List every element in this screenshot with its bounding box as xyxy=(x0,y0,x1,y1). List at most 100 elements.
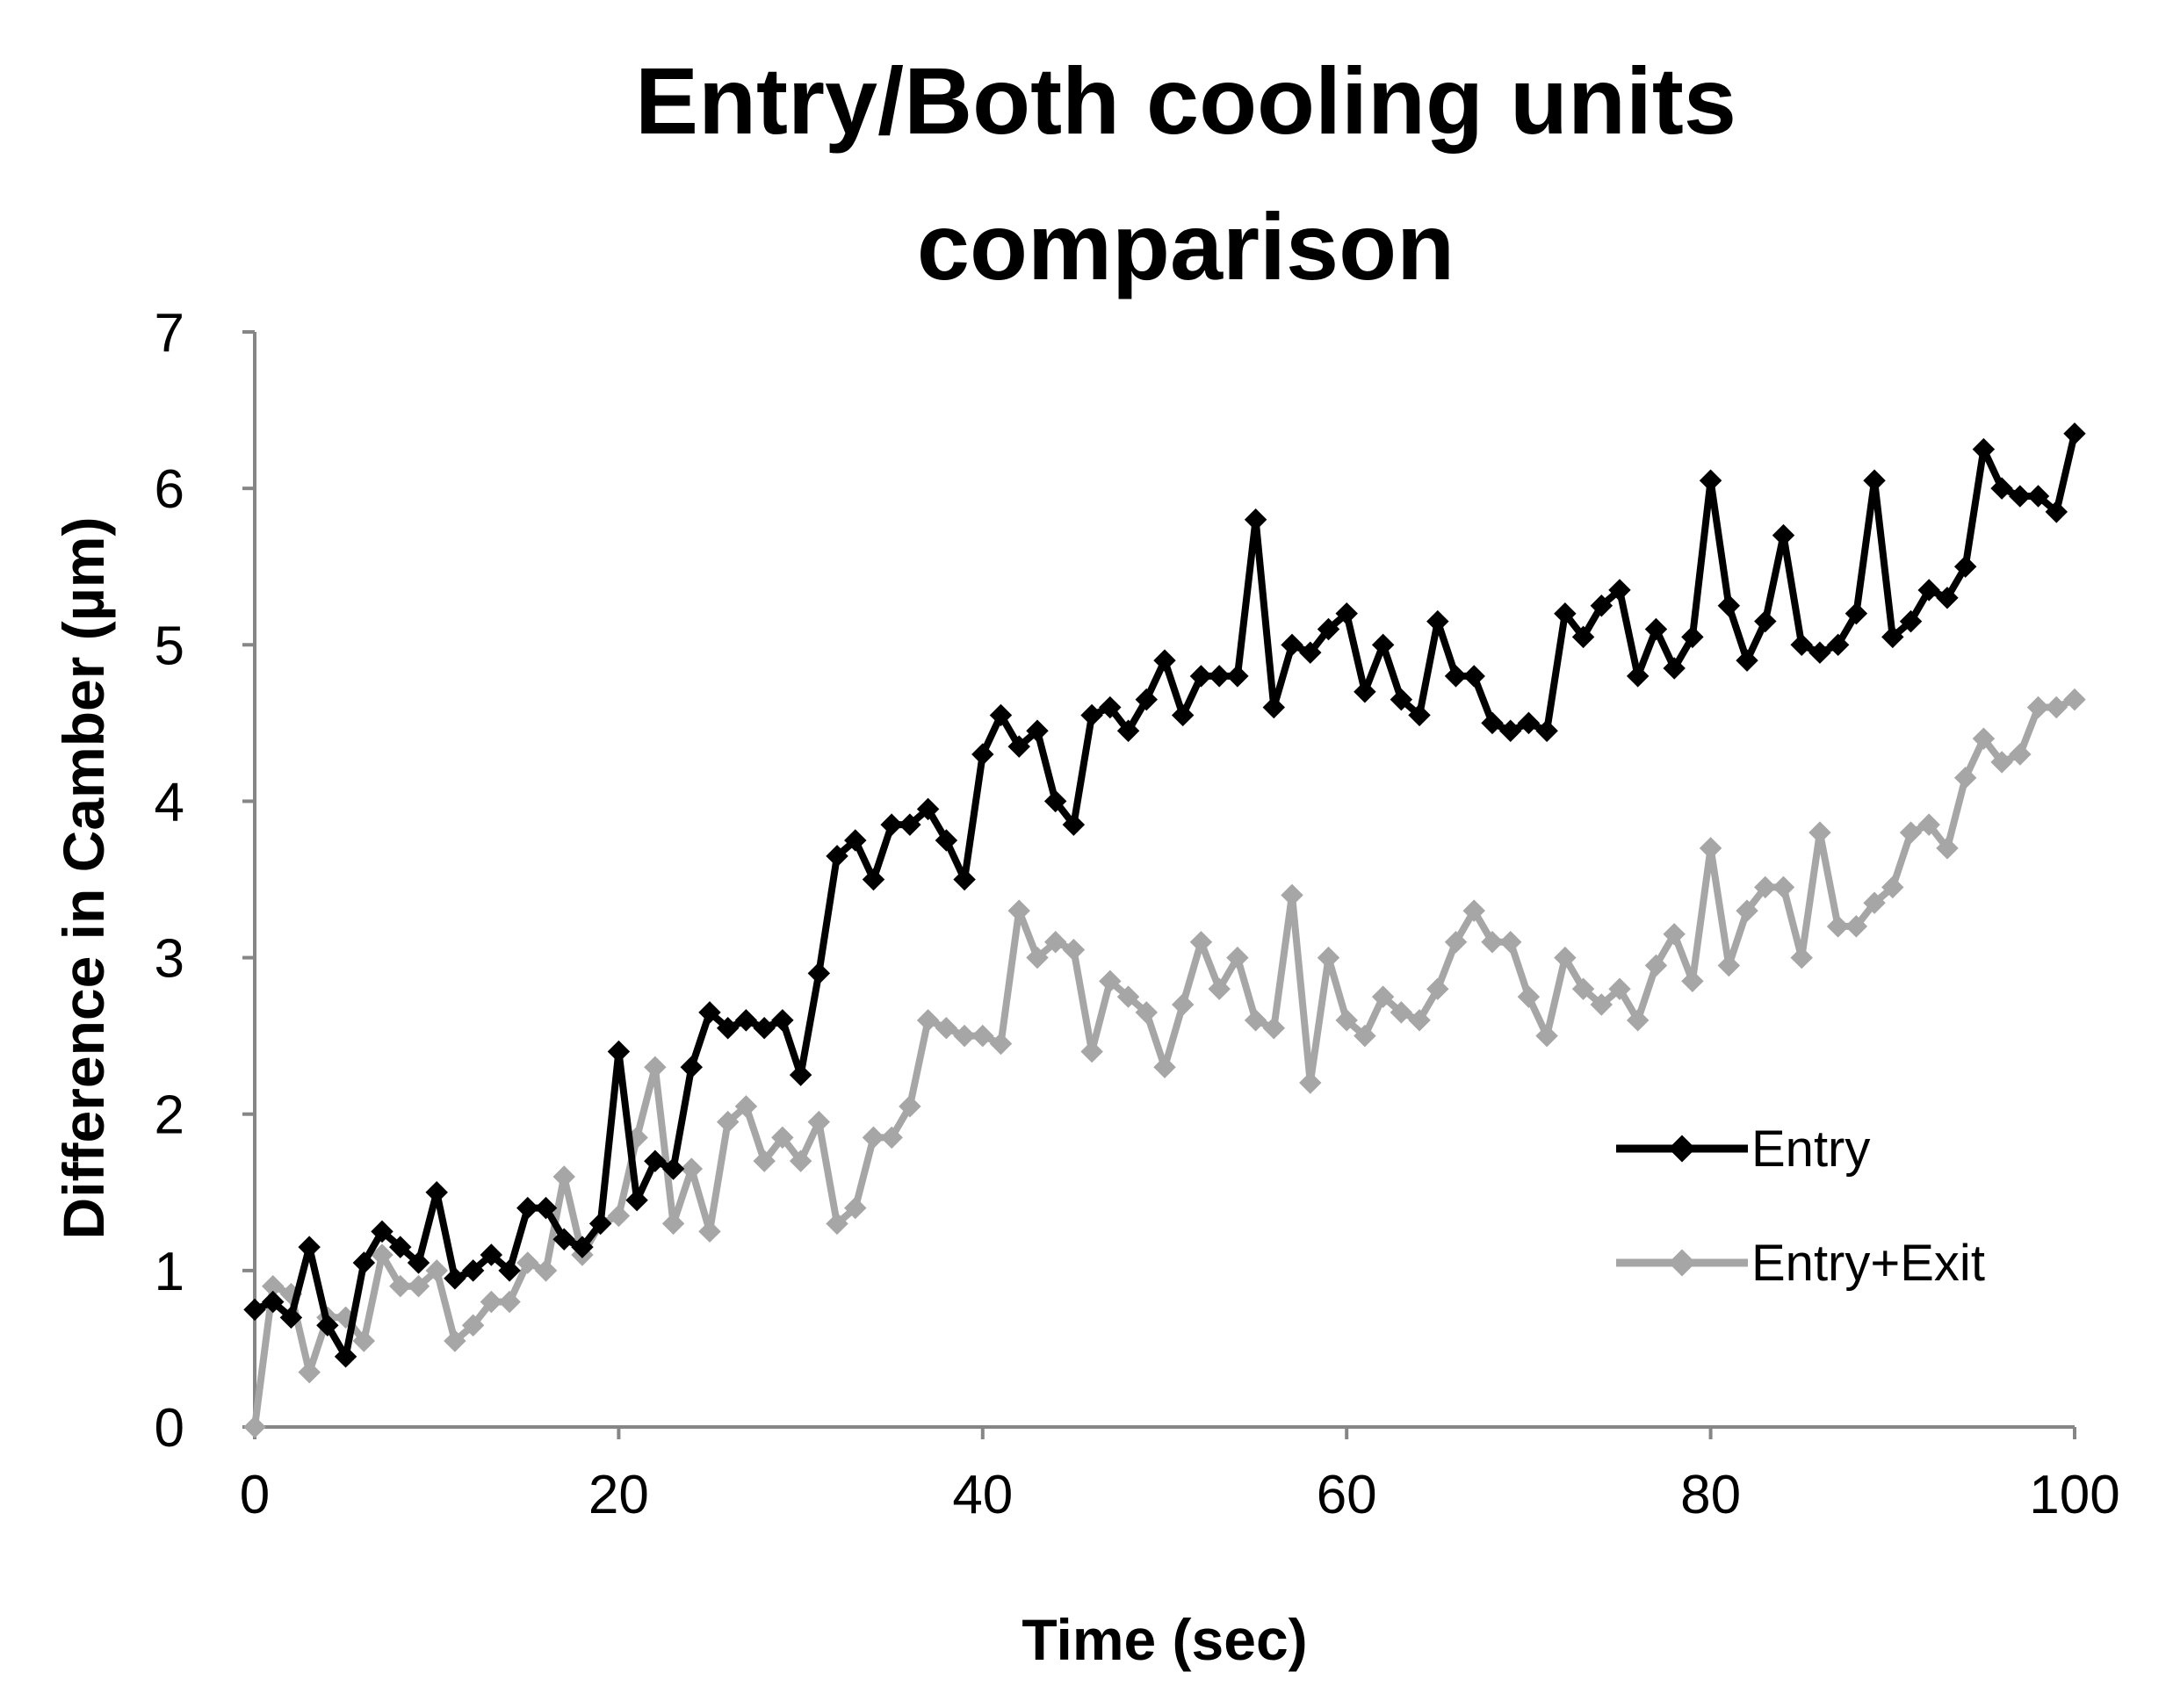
y-tick-label: 1 xyxy=(155,1242,184,1302)
data-point-entry xyxy=(334,1345,357,1368)
data-point-entry xyxy=(1481,711,1504,735)
data-point-entry-exit xyxy=(480,1290,503,1314)
data-point-entry xyxy=(1717,595,1741,617)
legend: Entry Entry+Exit xyxy=(1616,1121,1985,1292)
legend-item-entry-exit: Entry+Exit xyxy=(1616,1235,1985,1292)
data-point-entry xyxy=(1626,665,1650,688)
data-point-entry-exit xyxy=(953,1024,976,1048)
data-point-entry-exit xyxy=(461,1314,485,1337)
data-point-entry-exit xyxy=(1043,931,1067,954)
data-point-entry-exit xyxy=(1535,1024,1558,1048)
data-point-entry-exit xyxy=(1736,899,1758,922)
data-point-entry-exit xyxy=(880,1126,903,1149)
data-point-entry-exit xyxy=(298,1360,321,1384)
data-point-entry xyxy=(1554,602,1577,625)
data-point-entry xyxy=(480,1243,503,1266)
data-point-entry xyxy=(1317,617,1340,641)
data-point-entry-exit xyxy=(2009,743,2032,766)
data-point-entry xyxy=(1571,625,1595,649)
data-point-entry xyxy=(279,1306,303,1330)
data-point-entry-exit xyxy=(1354,1024,1376,1048)
data-point-entry-exit xyxy=(1135,1001,1158,1024)
data-point-entry xyxy=(1826,633,1850,657)
data-point-entry-exit xyxy=(1208,977,1231,1000)
data-point-entry-exit xyxy=(680,1157,704,1180)
data-point-entry xyxy=(971,743,994,766)
data-point-entry-exit xyxy=(1644,954,1668,977)
data-point-entry-exit xyxy=(844,1196,867,1220)
data-point-entry xyxy=(1408,703,1431,727)
data-point-entry xyxy=(1244,508,1267,531)
data-point-entry-exit xyxy=(971,1024,994,1048)
y-tick-label: 6 xyxy=(155,459,184,520)
data-point-entry xyxy=(1863,469,1886,492)
data-point-entry-exit xyxy=(1845,915,1868,938)
data-point-entry-exit xyxy=(1317,946,1340,969)
data-point-entry xyxy=(1608,579,1631,602)
data-point-entry-exit xyxy=(826,1212,848,1236)
data-point-entry-exit xyxy=(1790,946,1813,969)
data-point-entry xyxy=(1535,719,1558,743)
data-point-entry-exit xyxy=(1153,1056,1176,1079)
data-point-entry-exit xyxy=(1772,876,1795,899)
data-point-entry xyxy=(625,1188,648,1212)
data-point-entry xyxy=(1354,681,1376,703)
data-point-entry-exit xyxy=(1408,1009,1431,1032)
data-point-entry-exit xyxy=(1826,915,1850,938)
data-point-entry-exit xyxy=(1681,969,1704,993)
data-point-entry-exit xyxy=(935,1016,958,1040)
data-point-entry xyxy=(1736,649,1758,672)
data-point-entry xyxy=(243,1298,266,1322)
series-entry-exit xyxy=(243,688,2086,1438)
data-point-entry xyxy=(1808,641,1831,664)
data-point-entry xyxy=(444,1267,466,1290)
x-tick-label: 100 xyxy=(2029,1465,2119,1525)
data-point-entry-exit xyxy=(862,1126,885,1149)
y-tick-label: 3 xyxy=(155,929,184,990)
data-point-entry-exit xyxy=(698,1220,721,1243)
data-point-entry-exit xyxy=(1699,837,1722,860)
y-tick-label: 0 xyxy=(155,1398,184,1459)
data-point-entry xyxy=(1371,633,1395,657)
data-point-entry-exit xyxy=(1007,899,1030,922)
data-point-entry-exit xyxy=(1517,985,1541,1008)
data-point-entry-exit xyxy=(1953,766,1977,789)
x-tick-label: 40 xyxy=(952,1465,1013,1525)
data-point-entry-exit xyxy=(1881,876,1904,899)
data-point-entry-exit xyxy=(771,1126,794,1149)
data-point-entry xyxy=(1590,595,1614,617)
data-point-entry xyxy=(371,1220,393,1243)
y-tick-label: 4 xyxy=(155,772,184,832)
data-point-entry xyxy=(1917,579,1940,602)
chart-title-line-2: comparison xyxy=(917,193,1455,299)
data-point-entry xyxy=(1953,555,1977,578)
data-point-entry xyxy=(1116,719,1140,742)
data-point-entry xyxy=(1262,695,1286,719)
data-point-entry xyxy=(953,868,976,891)
data-point-entry-exit xyxy=(1189,931,1213,954)
data-point-entry-exit xyxy=(644,1056,667,1079)
data-point-entry-exit xyxy=(425,1259,448,1282)
data-point-entry-exit xyxy=(552,1165,575,1188)
data-point-entry-exit xyxy=(498,1290,521,1314)
data-point-entry xyxy=(789,1063,812,1086)
data-point-entry-exit xyxy=(1481,931,1504,954)
data-point-entry xyxy=(1790,633,1813,657)
data-point-entry-exit xyxy=(1262,1017,1286,1040)
legend-marker-entry xyxy=(1668,1135,1696,1163)
x-tick-label: 0 xyxy=(240,1465,270,1525)
data-point-entry xyxy=(1299,641,1322,664)
data-point-entry xyxy=(1462,665,1485,688)
data-point-entry xyxy=(1226,665,1249,688)
data-point-entry xyxy=(1171,703,1195,727)
data-point-entry xyxy=(680,1056,704,1078)
data-point-entry-exit xyxy=(1626,1009,1650,1032)
y-tick-label: 5 xyxy=(155,616,184,676)
data-point-entry-exit xyxy=(1026,946,1049,969)
data-point-entry xyxy=(1899,609,1923,633)
data-point-entry-exit xyxy=(1099,969,1122,993)
data-point-entry-exit xyxy=(1754,876,1777,899)
x-axis-label: Time (sec) xyxy=(1022,1607,1307,1672)
data-point-entry xyxy=(989,703,1013,727)
